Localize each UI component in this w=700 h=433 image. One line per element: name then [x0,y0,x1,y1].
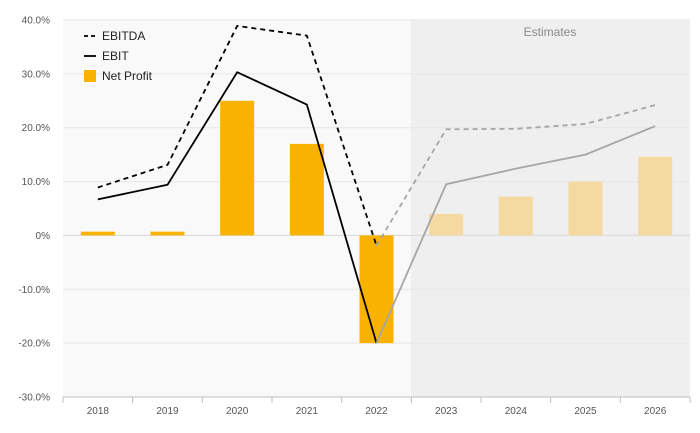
x-tick-label: 2025 [574,406,597,417]
net-profit-bar [150,231,185,236]
bars [80,100,673,344]
ebit-line-estimate [375,125,656,344]
x-tick-label: 2024 [505,406,528,417]
net-profit-bar [498,196,533,236]
y-tick-label: 20.0% [22,123,50,134]
net-profit-bar [289,143,324,236]
legend-ebit-label: EBIT [102,49,129,63]
y-tick-label: -30.0% [18,393,50,404]
x-tick-label: 2019 [156,406,179,417]
ebitda-line-actual [97,25,378,246]
legend-ebitda-label: EBITDA [102,29,145,43]
ebitda-line-estimate [375,104,656,247]
x-tick-label: 2018 [87,406,110,417]
y-tick-label: -20.0% [18,339,50,350]
x-axis: 2018 2019 2020 2021 2022 2023 2024 2025 2026 [62,396,691,417]
y-tick-label: -10.0% [18,285,50,296]
x-tick-label: 2020 [226,406,249,417]
estimates-label: Estimates [524,25,577,39]
legend-net-profit-label: Net Profit [102,69,153,83]
net-profit-bar [80,231,115,236]
x-tick-label: 2023 [435,406,458,417]
y-tick-label: 10.0% [22,177,50,188]
x-tick-label: 2026 [644,406,667,417]
net-profit-bar [638,156,673,236]
ebit-line-actual [97,71,378,344]
y-tick-label: 30.0% [22,69,50,80]
y-tick-label: 40.0% [22,16,50,27]
net-profit-bar [220,100,255,236]
net-profit-bar [429,213,464,236]
net-profit-bar [568,181,603,236]
lines [97,25,656,344]
legend: EBITDA EBIT Net Profit [84,29,153,83]
x-tick-label: 2021 [296,406,319,417]
y-axis: 40.0% 30.0% 20.0% 10.0% 0% -10.0% -20.0% -30.0% [18,16,50,404]
net-profit-bar [359,235,394,344]
legend-net-profit-swatch [84,70,96,82]
y-tick-label: 0% [36,231,51,242]
x-tick-label: 2022 [365,406,388,417]
